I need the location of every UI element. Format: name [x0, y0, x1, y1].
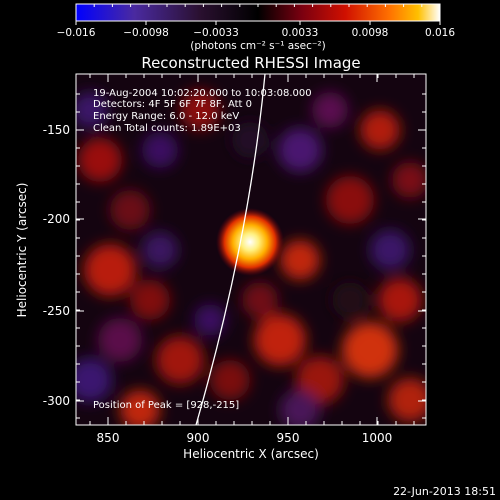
colorbar-tick-label: −0.0098: [123, 27, 169, 39]
annotation-detectors: Detectors: 4F 5F 6F 7F 8F, Att 0: [93, 99, 252, 110]
x-tick-label: 1000: [362, 431, 393, 445]
x-tick-label: 850: [97, 431, 120, 445]
annotation-time-range: 19-Aug-2004 10:02:20.000 to 10:03:08.000: [93, 88, 312, 99]
solar-limb-line: [195, 74, 266, 425]
x-axis-label: Heliocentric X (arcsec): [183, 447, 319, 461]
source-peak: [216, 208, 284, 276]
y-tick-label: -200: [43, 212, 70, 226]
colorbar-tick-label: −0.016: [57, 27, 96, 39]
image-title: Reconstructed RHESSI Image: [141, 54, 360, 72]
colorbar-tick-label: 0.0033: [282, 27, 319, 39]
colorbar-tick-label: 0.0098: [352, 27, 389, 39]
annotation-method-counts: Clean Total counts: 1.89E+03: [93, 123, 241, 134]
colorbar: −0.016 −0.0098 −0.0033 0.0033 0.0098 0.016 (p…: [57, 3, 455, 52]
image-emission-map: [76, 90, 426, 425]
x-tick-label: 950: [277, 431, 300, 445]
y-tick-label: -300: [43, 394, 70, 408]
annotation-peak-position: Position of Peak = [928,-215]: [93, 400, 239, 411]
y-tick-label: -150: [43, 123, 70, 137]
y-tick-label: -250: [43, 304, 70, 318]
annotation-energy-range: Energy Range: 6.0 - 12.0 keV: [93, 111, 239, 122]
x-tick-label: 900: [187, 431, 210, 445]
image-plot-area: [76, 74, 426, 425]
plot-frame: [75, 73, 427, 426]
colorbar-units-label: (photons cm⁻² s⁻¹ asec⁻²): [190, 40, 325, 52]
colorbar-tick-label: 0.016: [425, 27, 455, 39]
colorbar-tick-label: −0.0033: [193, 27, 239, 39]
axis-ticks: 850 900 950 1000 -150 -200 -250 -300: [43, 74, 426, 445]
y-axis-label: Heliocentric Y (arcsec): [15, 183, 29, 318]
colorbar-ticks: −0.016 −0.0098 −0.0033 0.0033 0.0098 0.016: [57, 4, 455, 39]
image-annotations: 19-Aug-2004 10:02:20.000 to 10:03:08.000…: [93, 88, 312, 411]
footer-timestamp: 22-Jun-2013 18:51: [393, 485, 496, 498]
